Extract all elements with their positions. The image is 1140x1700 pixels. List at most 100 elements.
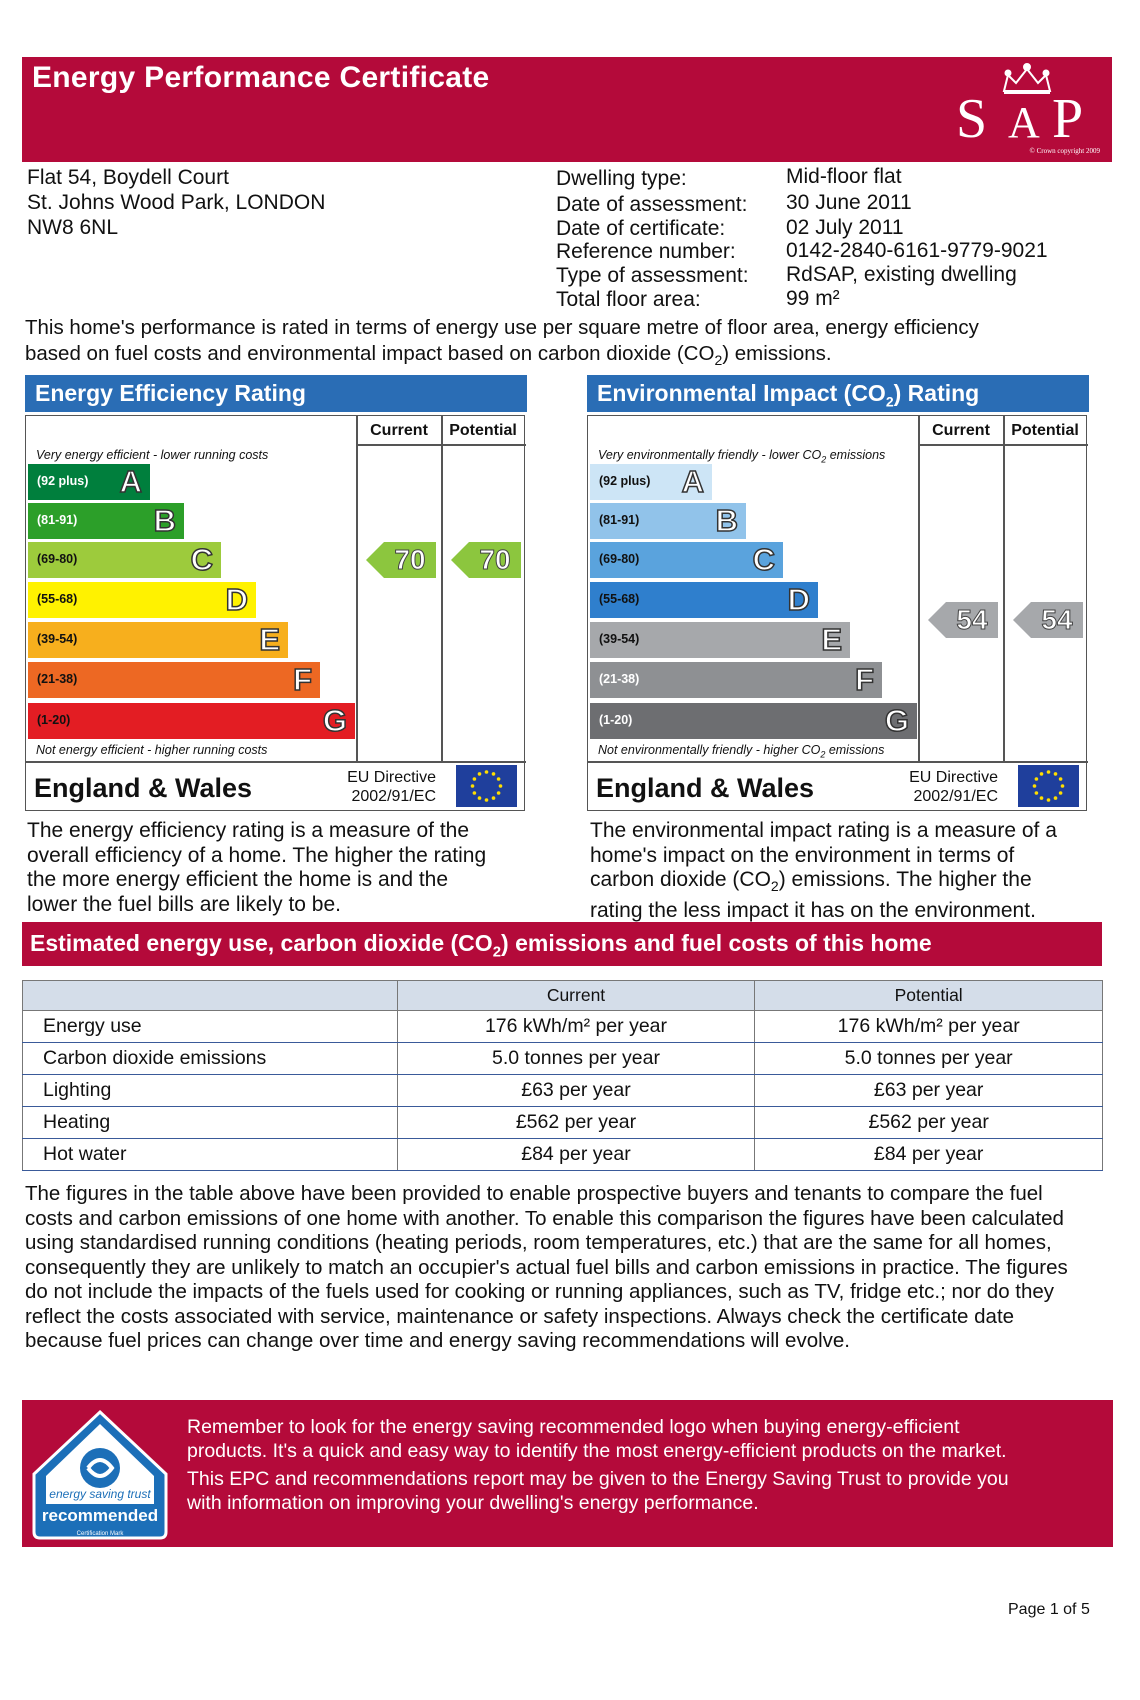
band-letter: A bbox=[119, 463, 143, 500]
sap-logo: S A P © Crown copyright 2009 bbox=[956, 63, 1100, 155]
paragraph-line: reflect the costs associated with servic… bbox=[25, 1304, 1015, 1328]
header-divider bbox=[356, 444, 526, 446]
property-address: Flat 54, Boydell Court St. Johns Wood Pa… bbox=[27, 165, 325, 240]
column-divider bbox=[441, 416, 443, 761]
band-range: (39-54) bbox=[599, 632, 640, 646]
band-e: (39-54) E bbox=[28, 621, 288, 658]
address-line: Flat 54, Boydell Court bbox=[27, 166, 229, 189]
intro-text: This home's performance is rated in term… bbox=[25, 315, 1115, 373]
eu-flag-icon bbox=[1018, 765, 1079, 807]
estimated-costs-table: Current Potential Energy use 176 kWh/m² … bbox=[22, 980, 1103, 1171]
detail-value: 0142-2840-6161-9779-9021 bbox=[786, 239, 1048, 262]
band-range: (81-91) bbox=[37, 513, 78, 527]
explanation-line: rating the less impact it has on the env… bbox=[590, 898, 1036, 922]
header-divider bbox=[918, 444, 1088, 446]
band-range: (69-80) bbox=[599, 552, 640, 566]
detail-value: Mid-floor flat bbox=[786, 165, 902, 188]
intro-line: based on fuel costs and environmental im… bbox=[25, 341, 1115, 373]
band-letter: B bbox=[153, 502, 177, 539]
row-current: £562 per year bbox=[396, 1106, 756, 1139]
band-letter: G bbox=[884, 702, 910, 739]
subscript: 2 bbox=[770, 878, 779, 895]
energy-saving-trust-logo: energy saving trust recommended Certific… bbox=[32, 1409, 168, 1540]
table-row: Energy use 176 kWh/m² per year 176 kWh/m… bbox=[22, 1010, 1103, 1043]
title-part: Environmental Impact (CO bbox=[597, 380, 886, 406]
detail-label: Type of assessment: bbox=[556, 264, 749, 287]
panel-title: Energy Efficiency Rating bbox=[25, 375, 527, 412]
page-title: Energy Performance Certificate bbox=[32, 61, 490, 94]
band-letter: D bbox=[225, 581, 249, 618]
rating-chart: Current Potential Very environmentally f… bbox=[587, 415, 1088, 811]
address-line: St. Johns Wood Park, LONDON bbox=[27, 191, 326, 214]
arrow-shape bbox=[451, 542, 521, 578]
paragraph-line: using standardised running conditions (h… bbox=[25, 1231, 1052, 1254]
note-part: Not environmentally friendly - higher CO bbox=[598, 743, 821, 757]
band-b: (81-91) B bbox=[590, 502, 746, 539]
banner-line: products. It's a quick and easy way to i… bbox=[187, 1440, 1007, 1462]
rating-chart: Current Potential Very energy efficient … bbox=[25, 415, 526, 811]
bottom-note: Not environmentally friendly - higher CO… bbox=[598, 743, 884, 760]
bottom-note: Not energy efficient - higher running co… bbox=[36, 743, 268, 757]
note-part: emissions bbox=[825, 743, 885, 757]
row-current: 176 kWh/m² per year bbox=[396, 1010, 756, 1043]
logo-arc-text: energy saving trust bbox=[49, 1487, 151, 1501]
band-g: (1-20) G bbox=[590, 702, 917, 739]
logo-label: recommended bbox=[42, 1506, 158, 1525]
page-number: Page 1 of 5 bbox=[1008, 1601, 1090, 1618]
explanation-line: The environmental impact rating is a mea… bbox=[590, 819, 1057, 842]
title-part: ) Rating bbox=[893, 380, 980, 406]
column-current: Current bbox=[932, 422, 990, 439]
panel-title: Environmental Impact (CO2) Rating bbox=[587, 375, 1089, 412]
row-label: Hot water bbox=[22, 1138, 398, 1171]
region-label: England & Wales bbox=[596, 773, 815, 803]
band-range: (21-38) bbox=[599, 672, 640, 686]
figures-explanation: The figures in the table above have been… bbox=[25, 1182, 1125, 1354]
band-range: (81-91) bbox=[599, 513, 640, 527]
explanation-line: home's impact on the environment in term… bbox=[590, 843, 1015, 867]
detail-value: 02 July 2011 bbox=[786, 216, 904, 239]
row-label: Carbon dioxide emissions bbox=[22, 1042, 398, 1075]
band-range: (1-20) bbox=[599, 713, 633, 727]
band-letter: C bbox=[752, 541, 776, 578]
energy-saving-banner: energy saving trust recommended Certific… bbox=[22, 1400, 1113, 1547]
detail-label: Reference number: bbox=[556, 240, 736, 263]
band-f: (21-38) F bbox=[28, 661, 320, 698]
band-c: (69-80) C bbox=[28, 541, 221, 578]
band-g: (1-20) G bbox=[28, 702, 355, 739]
potential-rating-value: 54 bbox=[1041, 604, 1073, 636]
band-letter: G bbox=[322, 702, 348, 739]
footer-divider bbox=[588, 761, 1088, 763]
table-header-blank bbox=[22, 980, 398, 1011]
band-range: (55-68) bbox=[599, 592, 640, 606]
band-letter: F bbox=[292, 661, 312, 698]
band-range: (92 plus) bbox=[37, 474, 89, 488]
eu-directive-line: 2002/91/EC bbox=[351, 788, 436, 805]
detail-value: 99 m² bbox=[786, 287, 840, 310]
band-letter: C bbox=[190, 541, 214, 578]
band-letter: F bbox=[854, 661, 874, 698]
band-a: (92 plus) A bbox=[590, 463, 712, 500]
explanation-line: the more energy efficient the home is an… bbox=[27, 868, 449, 891]
eu-directive-line: EU Directive bbox=[347, 769, 436, 786]
sap-logo-p: P bbox=[1052, 88, 1083, 150]
column-divider bbox=[1003, 416, 1005, 761]
current-rating-value: 70 bbox=[394, 544, 426, 576]
band-d: (55-68) D bbox=[28, 581, 256, 618]
paragraph-line: consequently they are unlikely to match … bbox=[25, 1255, 1068, 1279]
explanation-line: The energy efficiency rating is a measur… bbox=[27, 819, 470, 842]
column-potential: Potential bbox=[1011, 422, 1079, 439]
column-divider bbox=[356, 416, 358, 761]
arrow-shape bbox=[366, 542, 436, 578]
detail-value: 30 June 2011 bbox=[786, 191, 912, 214]
intro-line: This home's performance is rated in term… bbox=[25, 316, 979, 339]
paragraph-line: costs and carbon emissions of one home w… bbox=[25, 1206, 1064, 1230]
row-potential: £84 per year bbox=[754, 1138, 1103, 1171]
paragraph-line: do not include the impacts of the fuels … bbox=[25, 1280, 1055, 1303]
row-potential: 5.0 tonnes per year bbox=[754, 1042, 1103, 1075]
current-rating-arrow: 54 bbox=[928, 602, 998, 638]
table-row: Heating £562 per year £562 per year bbox=[22, 1106, 1103, 1139]
detail-label: Dwelling type: bbox=[556, 167, 687, 190]
footer-divider bbox=[26, 761, 526, 763]
banner-line: This EPC and recommendations report may … bbox=[187, 1468, 1009, 1490]
table-header-potential: Potential bbox=[754, 980, 1103, 1011]
